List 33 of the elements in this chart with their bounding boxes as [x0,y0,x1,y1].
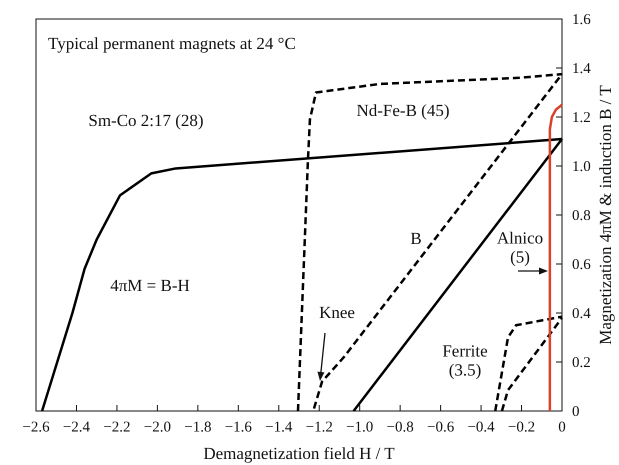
annotation: Sm-Co 2:17 (28) [88,111,204,130]
annotation: B [410,229,422,248]
y-tick-label: 0.6 [572,256,592,273]
x-tick-label: −0.6 [427,420,455,436]
x-tick-label: −2.4 [62,420,91,436]
y-axis-title: Magnetization 4πM & induction B / T [596,84,615,345]
x-tick-label: −0.8 [386,420,414,436]
y-tick-label: 1.6 [572,12,592,28]
annotation: Alnico (5) [496,228,544,266]
x-tick-label: −0.2 [508,420,536,436]
y-tick-label: 1.0 [572,158,591,175]
text: Typical permanent magnets at 24 °C [48,34,296,53]
x-tick-label: 0 [558,420,566,436]
y-tick-label: 1.2 [572,110,591,126]
y-tick-label: 0.4 [572,306,592,322]
x-tick-label: −2.6 [22,420,50,436]
annotation: Knee [319,303,355,322]
y-tick-label: 0.8 [572,208,591,224]
x-tick-label: −1.8 [184,420,212,436]
x-tick-label: −2.2 [103,420,131,436]
y-tick-label: 0.2 [572,354,591,371]
x-tick-label: −1.2 [306,420,333,436]
annotation: Nd-Fe-B (45) [356,101,450,120]
x-tick-label: −1.0 [346,420,374,436]
x-tick-label: −2.0 [144,420,171,436]
annotation: Ferrite (3.5) [442,342,488,380]
x-axis-title: Demagnetization field H / T [203,444,396,463]
annotation: 4πM = B-H [110,276,190,295]
x-tick-label: −1.4 [265,420,293,436]
x-tick-label: −1.6 [224,420,252,436]
y-tick-label: 0 [572,404,580,420]
x-tick-label: −0.4 [467,420,496,436]
y-tick-label: 1.4 [572,60,592,77]
